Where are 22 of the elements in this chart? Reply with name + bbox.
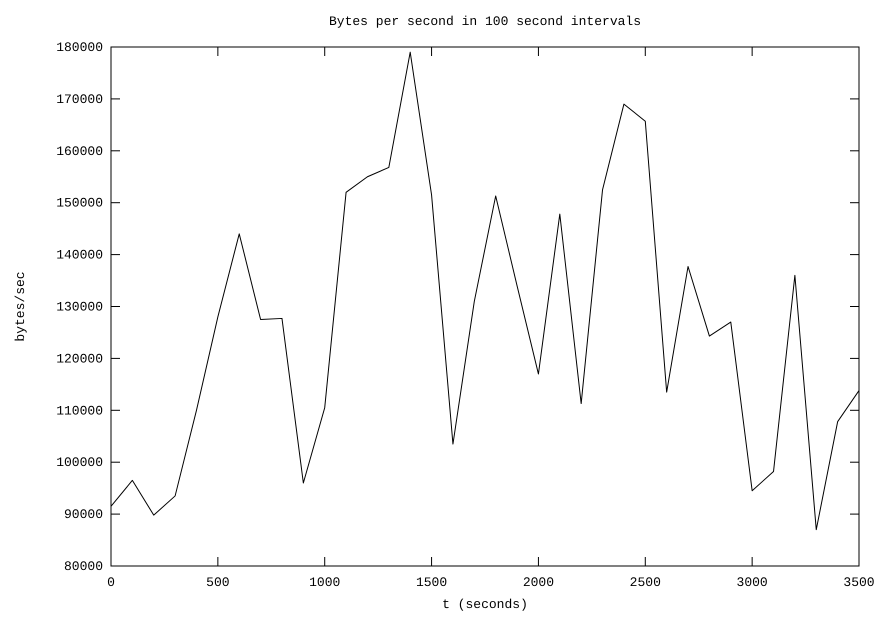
chart-title: Bytes per second in 100 second intervals: [328, 14, 642, 29]
y-tick-label: 160000: [56, 144, 103, 159]
x-tick-label: 3500: [843, 575, 875, 590]
y-tick-label: 170000: [56, 92, 103, 107]
y-tick-label: 180000: [56, 40, 103, 55]
y-tick-label: 140000: [56, 248, 103, 263]
y-tick-label: 150000: [56, 196, 103, 211]
y-tick-label: 100000: [56, 455, 103, 470]
y-tick-label: 90000: [64, 507, 103, 522]
x-tick-label: 500: [206, 575, 230, 590]
y-tick-label: 80000: [64, 559, 103, 574]
x-tick-label: 2500: [630, 575, 661, 590]
x-tick-label: 3000: [736, 575, 768, 590]
x-axis-title: t (seconds): [442, 597, 528, 612]
x-tick-label: 1500: [416, 575, 448, 590]
y-axis-title: bytes/sec: [13, 271, 28, 342]
x-tick-label: 2000: [522, 575, 554, 590]
y-tick-label: 110000: [56, 403, 103, 418]
y-tick-label: 120000: [56, 351, 103, 366]
x-tick-label: 0: [107, 575, 115, 590]
y-tick-label: 130000: [56, 300, 103, 314]
x-tick-label: 1000: [309, 575, 340, 590]
